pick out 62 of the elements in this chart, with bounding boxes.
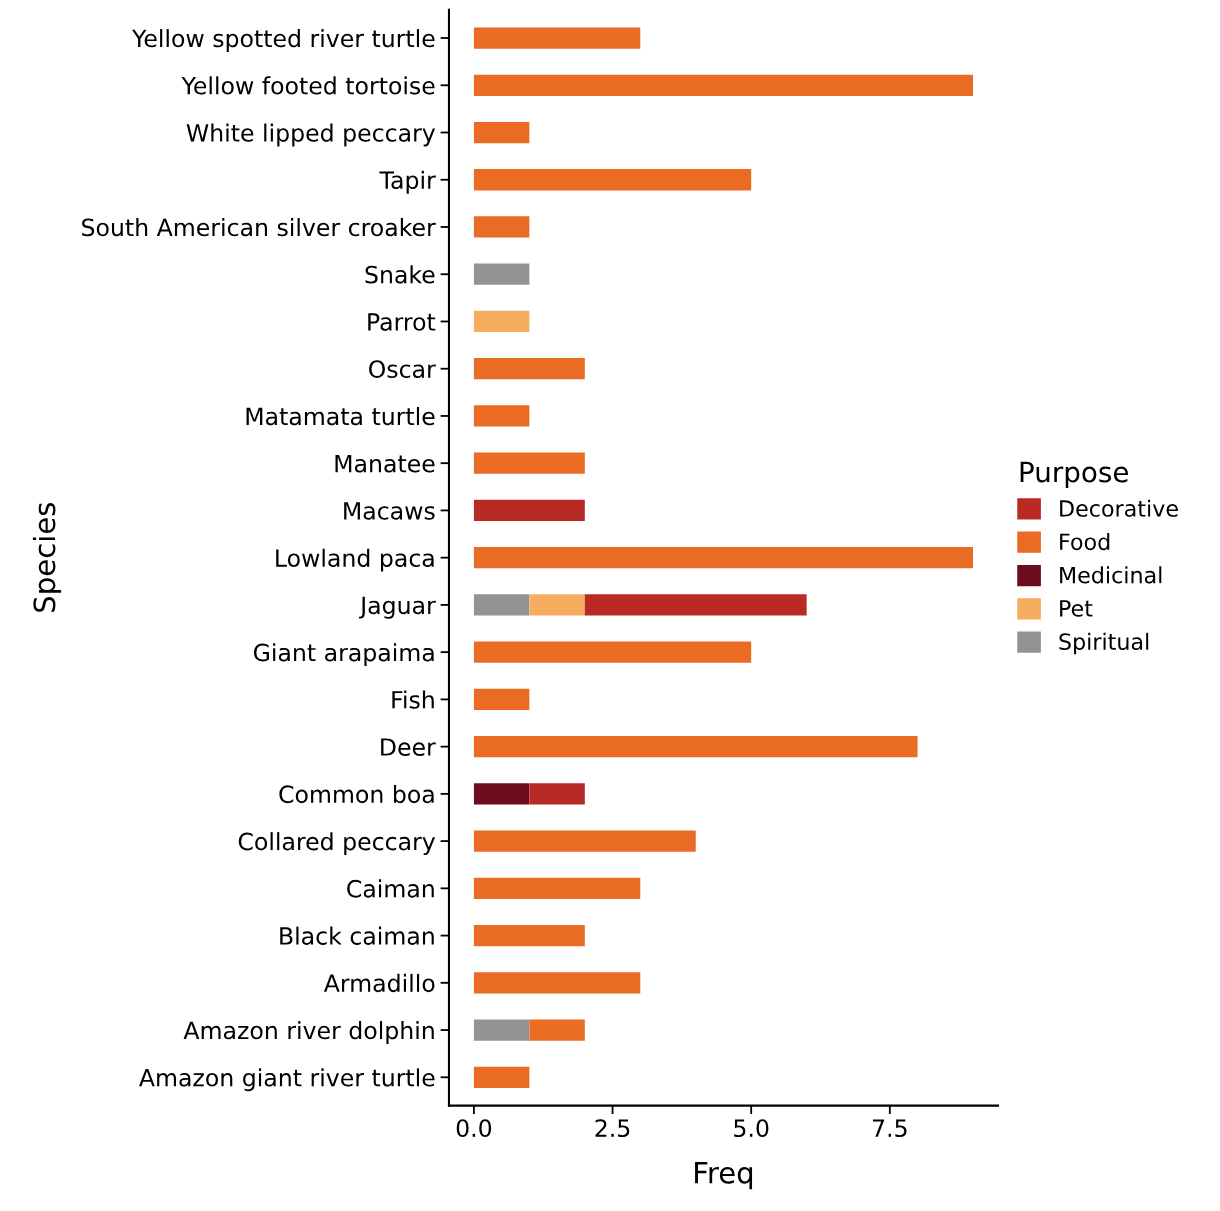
y-tick-label: Manatee <box>335 454 435 473</box>
legend-label: Medicinal <box>1060 566 1162 584</box>
legend-title: Purpose <box>1020 461 1128 488</box>
legend-label: Food <box>1060 532 1110 551</box>
bar <box>584 594 807 616</box>
bar <box>473 1019 530 1041</box>
bar <box>473 358 585 380</box>
y-tick-label: Yellow footed tortoise <box>181 76 435 95</box>
bar <box>473 594 530 616</box>
y-tick-label: Jaguar <box>358 596 436 619</box>
y-tick-label: Caiman <box>347 879 434 898</box>
y-tick-label: Parrot <box>368 313 436 331</box>
bar <box>473 924 585 947</box>
legend-label: Decorative <box>1060 499 1178 517</box>
bar <box>529 1019 585 1041</box>
y-tick-label: Amazon river dolphin <box>183 1021 434 1044</box>
x-tick-label: 7.5 <box>872 1119 907 1138</box>
bar <box>473 263 530 285</box>
y-tick-label: Oscar <box>369 360 436 379</box>
y-tick-label: Tapir <box>379 170 436 194</box>
y-tick-label: Yellow spotted river turtle <box>132 29 435 52</box>
bar <box>473 169 752 191</box>
bar <box>473 972 641 994</box>
y-tick-label: South American silver croaker <box>82 218 436 237</box>
bar <box>473 452 585 474</box>
legend-label: Spiritual <box>1059 632 1149 655</box>
bar <box>473 830 696 852</box>
legend-label: Pet <box>1060 600 1093 617</box>
y-tick-label: Black caiman <box>280 926 434 945</box>
y-tick-label: Amazon giant river turtle <box>139 1068 435 1092</box>
bar <box>473 216 530 238</box>
y-tick-label: Macaws <box>344 502 435 520</box>
y-tick-label: Collared peccary <box>238 832 436 855</box>
y-tick-label: Lowland paca <box>276 548 434 572</box>
bar <box>473 499 585 522</box>
bar <box>529 783 585 805</box>
bar <box>473 735 918 758</box>
bar <box>529 594 585 616</box>
y-tick-label: Common boa <box>279 784 434 804</box>
y-tick-label: Deer <box>381 738 436 756</box>
bar <box>473 688 530 711</box>
y-tick-label: Snake <box>365 265 435 284</box>
bar <box>473 641 752 663</box>
x-tick-label: 2.5 <box>595 1119 630 1138</box>
bar <box>473 27 641 49</box>
bar <box>473 1066 530 1088</box>
bar <box>473 74 974 96</box>
y-tick-label: Matamata turtle <box>246 406 435 426</box>
y-axis-title: Species <box>32 502 62 612</box>
x-axis-title: Freq <box>695 1162 753 1190</box>
y-tick-label: White lipped peccary <box>186 123 436 147</box>
x-tick-label: 0.0 <box>456 1119 492 1138</box>
y-tick-label: Armadillo <box>323 973 435 993</box>
x-tick-label: 5.0 <box>734 1119 769 1138</box>
bar <box>473 783 530 805</box>
bar <box>473 121 530 144</box>
bar <box>473 547 974 569</box>
bar <box>473 405 530 427</box>
y-tick-label: Giant arapaima <box>253 643 434 667</box>
bar <box>473 310 530 333</box>
bar <box>473 877 641 899</box>
y-tick-label: Fish <box>392 690 434 709</box>
